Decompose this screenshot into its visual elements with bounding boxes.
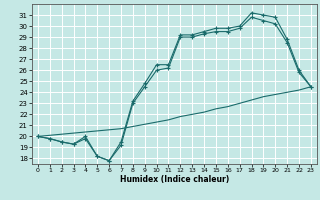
X-axis label: Humidex (Indice chaleur): Humidex (Indice chaleur) [120, 175, 229, 184]
